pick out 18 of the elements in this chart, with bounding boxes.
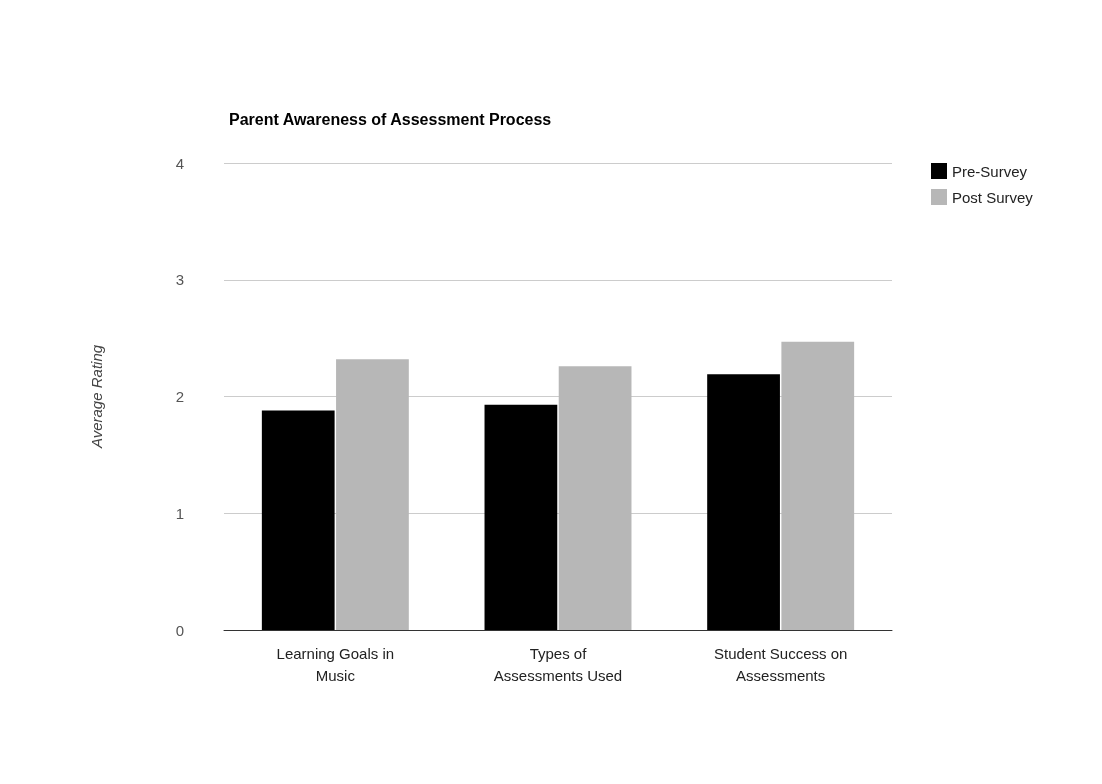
bar bbox=[558, 366, 632, 630]
bar bbox=[261, 410, 335, 630]
y-tick-label: 1 bbox=[175, 504, 184, 522]
legend-label: Pre-Survey bbox=[952, 162, 1028, 180]
bar bbox=[781, 341, 855, 630]
y-tick-label: 3 bbox=[175, 271, 184, 289]
y-tick-label: 4 bbox=[175, 154, 184, 172]
bar bbox=[707, 374, 780, 630]
chart-title: Parent Awareness of Assessment Process bbox=[229, 110, 552, 128]
y-tick-label: 0 bbox=[175, 621, 184, 639]
y-tick-label: 2 bbox=[175, 388, 184, 405]
x-tick-label: Learning Goals in Music bbox=[276, 644, 395, 684]
y-axis-title: Average Rating bbox=[88, 344, 105, 450]
legend-label: Post Survey bbox=[952, 188, 1034, 206]
bar bbox=[336, 359, 409, 630]
bar bbox=[484, 404, 558, 630]
x-tick-label: Types of Assessments Used bbox=[493, 644, 623, 684]
x-tick-label: Student Success on Assessments bbox=[713, 644, 848, 684]
